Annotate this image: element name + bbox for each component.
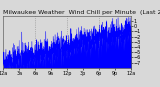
Text: Milwaukee Weather  Wind Chill per Minute  (Last 24 Hours): Milwaukee Weather Wind Chill per Minute … bbox=[3, 10, 160, 15]
